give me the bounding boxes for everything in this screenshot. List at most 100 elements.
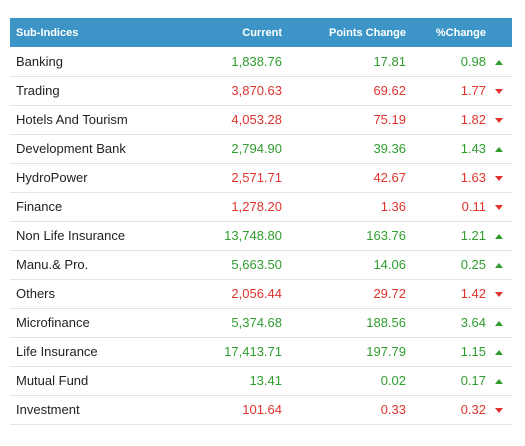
pct-change-value: 3.64 — [460, 315, 486, 330]
sub-index-name[interactable]: Finance — [16, 199, 63, 214]
trend-cell — [486, 76, 512, 105]
sub-index-name[interactable]: HydroPower — [16, 170, 88, 185]
triangle-down-icon — [495, 176, 503, 182]
table-row[interactable]: Others 2,056.44 29.72 1.42 — [10, 279, 512, 308]
header-row: Sub-Indices Current Points Change %Chang… — [10, 18, 512, 47]
triangle-up-icon — [495, 350, 503, 356]
points-change-value: 0.02 — [380, 373, 406, 388]
current-value: 3,870.63 — [231, 83, 282, 98]
points-change-value: 188.56 — [366, 315, 406, 330]
pct-change-value: 0.98 — [460, 53, 486, 69]
triangle-up-icon — [495, 234, 503, 240]
pct-change-value: 0.17 — [460, 373, 486, 388]
pct-change-value: 0.11 — [461, 199, 486, 214]
triangle-down-icon — [495, 408, 503, 414]
trend-cell — [486, 395, 512, 424]
table-row[interactable]: Investment 101.64 0.33 0.32 — [10, 395, 512, 424]
sub-index-name[interactable]: Microfinance — [16, 315, 90, 330]
current-value: 1,278.20 — [231, 199, 282, 214]
pct-change-value: 1.63 — [460, 170, 486, 185]
header-pct-change[interactable]: %Change — [435, 26, 486, 39]
pct-change-value: 1.82 — [460, 112, 486, 127]
sub-index-name[interactable]: Trading — [16, 83, 60, 98]
points-change-value: 1.36 — [380, 199, 406, 214]
triangle-up-icon — [495, 59, 503, 65]
trend-cell — [486, 221, 512, 250]
current-value: 2,794.90 — [231, 141, 282, 156]
points-change-value: 197.79 — [366, 344, 406, 359]
trend-cell — [486, 47, 512, 76]
header-current[interactable]: Current — [242, 26, 282, 39]
triangle-down-icon — [495, 292, 503, 298]
current-value: 4,053.28 — [231, 112, 282, 127]
points-change-value: 0.33 — [380, 402, 406, 417]
sub-index-name[interactable]: Life Insurance — [16, 344, 98, 359]
table-row[interactable]: Development Bank 2,794.90 39.36 1.43 — [10, 134, 512, 163]
points-change-value: 29.72 — [373, 286, 406, 301]
triangle-up-icon — [495, 379, 503, 385]
table-row[interactable]: Life Insurance 17,413.71 197.79 1.15 — [10, 337, 512, 366]
pct-change-value: 0.25 — [460, 257, 486, 272]
current-value: 13,748.80 — [224, 228, 282, 243]
triangle-down-icon — [495, 89, 503, 95]
points-change-value: 17.81 — [373, 53, 406, 69]
table-row[interactable]: Trading 3,870.63 69.62 1.77 — [10, 76, 512, 105]
triangle-up-icon — [495, 147, 503, 153]
table-row[interactable]: Hotels And Tourism 4,053.28 75.19 1.82 — [10, 105, 512, 134]
header-points-change[interactable]: Points Change — [328, 26, 406, 39]
current-value: 2,056.44 — [231, 286, 282, 301]
points-change-value: 75.19 — [373, 112, 406, 127]
pct-change-value: 1.43 — [460, 141, 486, 156]
triangle-down-icon — [495, 205, 503, 211]
sub-index-name[interactable]: Banking — [16, 53, 63, 69]
sub-indices-table: Sub-Indices Current Points Change %Chang… — [10, 18, 512, 425]
points-change-value: 14.06 — [373, 257, 406, 272]
table-body: Banking 1,838.76 17.81 0.98 Trading 3,870.63 6… — [10, 47, 512, 424]
current-value: 13.41 — [249, 373, 282, 388]
table-row[interactable]: Mutual Fund 13.41 0.02 0.17 — [10, 366, 512, 395]
sub-index-name[interactable]: Investment — [16, 402, 80, 417]
sub-index-name[interactable]: Others — [16, 286, 56, 301]
pct-change-value: 1.21 — [460, 228, 486, 243]
sub-indices-panel: Sub-Indices Current Points Change %Chang… — [10, 18, 512, 425]
trend-cell — [486, 192, 512, 221]
trend-cell — [486, 105, 512, 134]
triangle-down-icon — [495, 118, 503, 124]
table-row[interactable]: Microfinance 5,374.68 188.56 3.64 — [10, 308, 512, 337]
current-value: 1,838.76 — [231, 53, 282, 69]
table-row[interactable]: Banking 1,838.76 17.81 0.98 — [10, 47, 512, 76]
pct-change-value: 0.32 — [460, 402, 486, 417]
points-change-value: 69.62 — [373, 83, 406, 98]
sub-index-name[interactable]: Hotels And Tourism — [16, 112, 128, 127]
points-change-value: 42.67 — [373, 170, 406, 185]
table-row[interactable]: Non Life Insurance 13,748.80 163.76 1.21 — [10, 221, 512, 250]
sub-index-name[interactable]: Mutual Fund — [16, 373, 89, 388]
trend-cell — [486, 337, 512, 366]
sub-index-name[interactable]: Non Life Insurance — [16, 228, 126, 243]
points-change-value: 39.36 — [373, 141, 406, 156]
trend-cell — [486, 366, 512, 395]
sub-index-name[interactable]: Manu.& Pro. — [16, 257, 89, 272]
current-value: 17,413.71 — [224, 344, 282, 359]
trend-cell — [486, 250, 512, 279]
triangle-up-icon — [495, 263, 503, 269]
table-row[interactable]: Finance 1,278.20 1.36 0.11 — [10, 192, 512, 221]
current-value: 101.64 — [242, 402, 282, 417]
triangle-up-icon — [495, 321, 503, 327]
table-header: Sub-Indices Current Points Change %Chang… — [10, 18, 512, 47]
sub-index-name[interactable]: Development Bank — [16, 141, 126, 156]
table-row[interactable]: Manu.& Pro. 5,663.50 14.06 0.25 — [10, 250, 512, 279]
trend-cell — [486, 163, 512, 192]
pct-change-value: 1.77 — [460, 83, 486, 98]
current-value: 5,374.68 — [231, 315, 282, 330]
trend-cell — [486, 134, 512, 163]
table-row[interactable]: HydroPower 2,571.71 42.67 1.63 — [10, 163, 512, 192]
pct-change-value: 1.15 — [460, 344, 486, 359]
current-value: 2,571.71 — [231, 170, 282, 185]
pct-change-value: 1.42 — [460, 286, 486, 301]
trend-cell — [486, 308, 512, 337]
trend-cell — [486, 279, 512, 308]
header-sub-indices[interactable]: Sub-Indices — [16, 26, 79, 39]
points-change-value: 163.76 — [366, 228, 406, 243]
current-value: 5,663.50 — [231, 257, 282, 272]
